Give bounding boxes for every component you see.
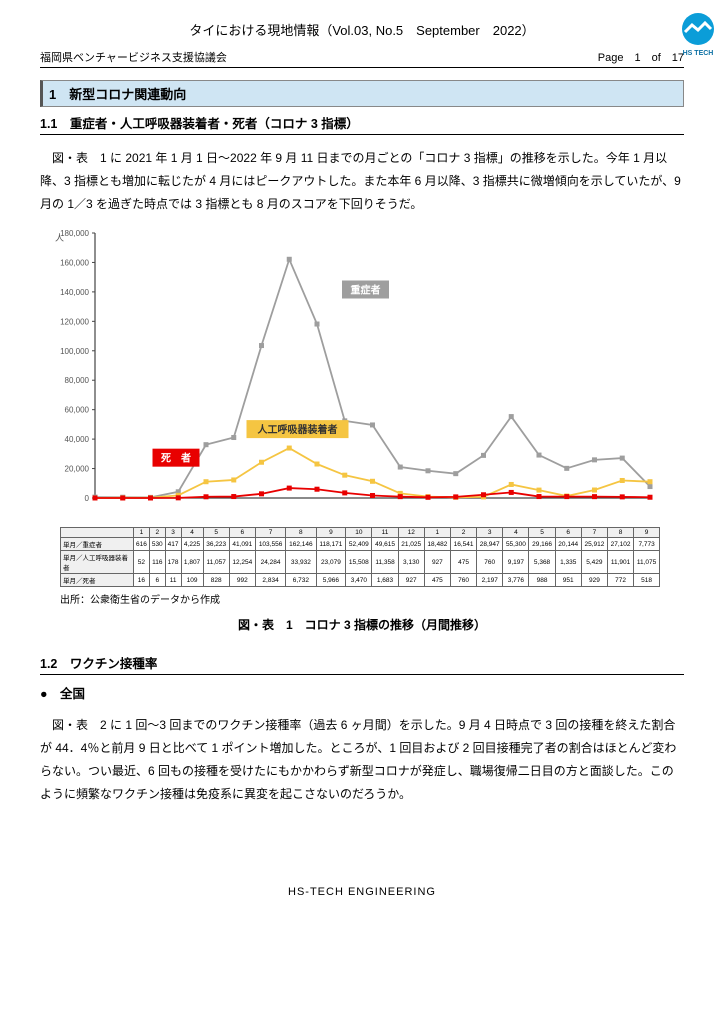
svg-text:死 者: 死 者 [161, 452, 191, 465]
section-1-1-heading: 1.1 重症者・人工呼吸器装着者・死者（コロナ 3 指標） [40, 111, 684, 135]
svg-text:20,000: 20,000 [65, 465, 90, 474]
svg-text:人工呼吸器装着者: 人工呼吸器装着者 [258, 424, 338, 437]
section-1-2-heading: 1.2 ワクチン接種率 [40, 651, 684, 675]
source-text: 出所：公衆衛生省のデータから作成 [60, 591, 684, 606]
svg-text:60,000: 60,000 [65, 406, 90, 415]
section-1-heading: 1 新型コロナ関連動向 [40, 80, 684, 107]
svg-text:160,000: 160,000 [60, 259, 89, 268]
svg-text:140,000: 140,000 [60, 288, 89, 297]
svg-text:80,000: 80,000 [65, 377, 90, 386]
org-name: 福岡県ベンチャービジネス支援協議会 [40, 49, 227, 65]
logo-text: HS TECH [677, 50, 719, 57]
section-1-2-body: 図・表 2 に 1 回～3 回までのワクチン接種率（過去 6 ヶ月間）を示した。… [40, 714, 684, 805]
logo: HS TECH [677, 8, 719, 57]
svg-text:重症者: 重症者 [351, 284, 381, 297]
covid-chart: 人020,00040,00060,00080,000100,000120,000… [40, 223, 684, 523]
subheader: 福岡県ベンチャービジネス支援協議会 Page 1 of 17 [40, 49, 684, 68]
svg-text:180,000: 180,000 [60, 229, 89, 238]
footer: HS-TECH ENGINEERING [40, 886, 684, 898]
bullet-national: ● 全国 [40, 683, 684, 702]
svg-text:0: 0 [85, 494, 90, 503]
doc-title: タイにおける現地情報（Vol.03, No.5 September 2022） [40, 20, 684, 39]
svg-text:40,000: 40,000 [65, 436, 90, 445]
figure-caption: 図・表 1 コロナ 3 指標の推移（月間推移） [40, 616, 684, 633]
svg-text:100,000: 100,000 [60, 347, 89, 356]
section-1-1-body: 図・表 1 に 2021 年 1 月 1 日～2022 年 9 月 11 日まで… [40, 147, 684, 215]
svg-text:120,000: 120,000 [60, 318, 89, 327]
page-number: Page 1 of 17 [598, 49, 684, 65]
data-table: 123456789101112123456789単月／重症者6165304174… [60, 527, 660, 587]
